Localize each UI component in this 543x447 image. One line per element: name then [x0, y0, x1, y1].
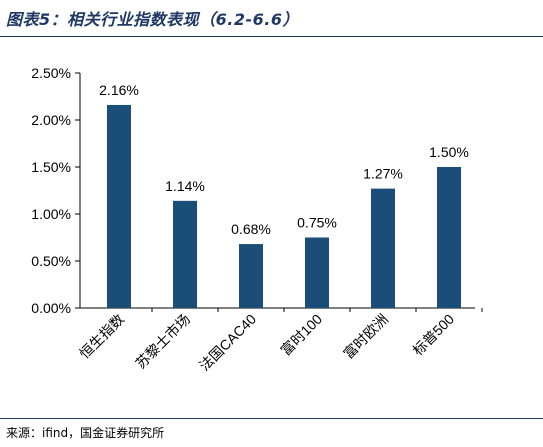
x-tick-label: 法国CAC40: [196, 311, 259, 374]
data-labels: 2.16% 1.14% 0.68% 0.75% 1.27% 1.50%: [99, 82, 469, 237]
bar: [239, 244, 263, 308]
data-label: 1.14%: [165, 178, 205, 194]
data-label: 1.27%: [363, 166, 403, 182]
source-divider: [0, 418, 543, 419]
y-tick-label: 0.50%: [31, 253, 71, 269]
x-tick-label: 恒生指数: [76, 311, 127, 362]
data-label: 0.75%: [297, 215, 337, 231]
bar: [437, 167, 461, 308]
y-tick-label: 0.00%: [31, 300, 71, 316]
y-tick-label: 2.00%: [31, 112, 71, 128]
bar: [107, 104, 131, 309]
x-tick-label: 富时欧洲: [340, 311, 391, 362]
bars: [107, 104, 461, 309]
bar: [371, 188, 395, 308]
bar: [173, 200, 197, 308]
x-tick-label: 苏黎士市场: [132, 311, 193, 372]
data-label: 0.68%: [231, 221, 271, 237]
x-tick-label: 富时100: [277, 311, 325, 359]
data-label: 2.16%: [99, 82, 139, 98]
figure-title: 图表5：相关行业指数表现（6.2-6.6）: [6, 10, 299, 29]
x-axis-labels: 恒生指数 苏黎士市场 法国CAC40 富时100 富时欧洲 标普500: [76, 308, 483, 374]
y-tick-label: 1.00%: [31, 206, 71, 222]
x-tick-label: 标普500: [409, 311, 457, 359]
y-tick-label: 1.50%: [31, 159, 71, 175]
y-axis: 0.00% 0.50% 1.00% 1.50% 2.00% 2.50%: [31, 65, 475, 316]
y-tick-label: 2.50%: [31, 65, 71, 81]
bar: [305, 237, 329, 308]
data-label: 1.50%: [429, 144, 469, 160]
source-note: 来源：ifind，国金证券研究所: [6, 426, 165, 440]
title-divider: [0, 36, 543, 37]
